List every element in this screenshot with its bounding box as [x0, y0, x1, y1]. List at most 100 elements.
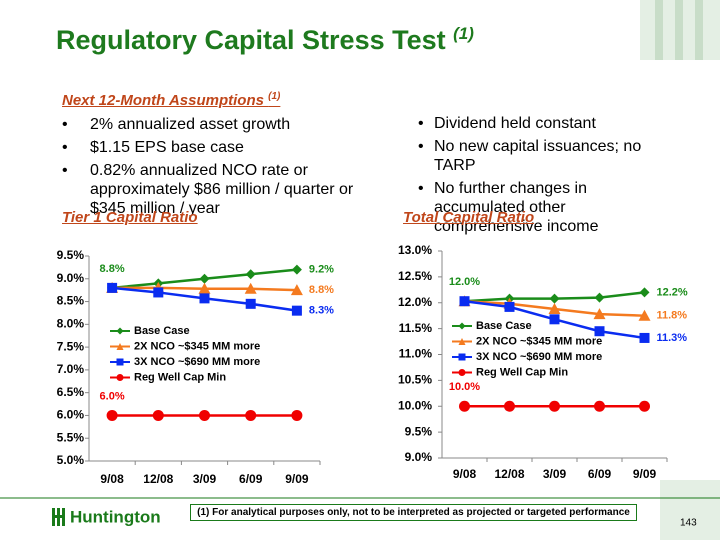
- corner-graphic: [660, 480, 720, 540]
- heading-note: (1): [268, 91, 281, 102]
- logo-icon: [52, 508, 65, 526]
- marker: [245, 269, 256, 280]
- bullet: No further changes in accumulated other …: [418, 179, 678, 236]
- y-tick-label: 9.5%: [405, 424, 433, 438]
- page-number: 143: [680, 518, 697, 529]
- bullet: 2% annualized asset growth: [62, 115, 362, 134]
- x-tick-label: 6/09: [588, 467, 612, 481]
- left-bullets: 2% annualized asset growth $1.15 EPS bas…: [62, 115, 362, 222]
- bullet: Dividend held constant: [418, 114, 678, 133]
- legend-marker: [458, 322, 466, 330]
- data-label: 8.8%: [309, 284, 334, 296]
- data-label: 8.3%: [309, 305, 334, 317]
- heading-text: Next 12-Month Assumptions: [62, 92, 269, 109]
- y-tick-label: 13.0%: [398, 243, 432, 257]
- marker: [594, 292, 605, 303]
- marker: [244, 282, 257, 294]
- legend-marker: [458, 338, 466, 345]
- stripe: [695, 0, 703, 60]
- x-tick-label: 3/09: [193, 472, 217, 486]
- data-label: 9.2%: [309, 264, 334, 276]
- x-tick-label: 9/09: [285, 472, 309, 486]
- x-tick-label: 9/09: [633, 467, 657, 481]
- legend-label: 3X NCO ~$690 MM more: [134, 356, 260, 368]
- marker: [593, 308, 606, 320]
- marker: [459, 400, 470, 412]
- y-tick-label: 10.5%: [398, 373, 432, 387]
- x-tick-label: 12/08: [494, 467, 524, 481]
- marker: [548, 302, 561, 314]
- marker: [549, 293, 560, 304]
- legend-label: 2X NCO ~$345 MM more: [476, 335, 602, 347]
- legend-label: 3X NCO ~$690 MM more: [476, 351, 602, 363]
- marker: [199, 409, 210, 421]
- x-tick-label: 6/09: [239, 472, 263, 486]
- y-tick-label: 5.5%: [57, 430, 85, 444]
- marker: [639, 287, 650, 298]
- marker: [153, 287, 164, 298]
- legend-label: Reg Well Cap Min: [134, 371, 226, 383]
- stripe: [655, 0, 663, 60]
- y-tick-label: 7.0%: [57, 362, 85, 376]
- data-label: 6.0%: [100, 390, 125, 402]
- legend-label: Base Case: [134, 325, 190, 337]
- y-tick-label: 8.5%: [57, 294, 85, 308]
- data-label: 8.8%: [100, 263, 125, 275]
- y-tick-label: 12.5%: [398, 269, 432, 283]
- x-tick-label: 9/08: [100, 472, 124, 486]
- marker: [291, 264, 302, 275]
- y-tick-label: 6.0%: [57, 408, 85, 422]
- y-tick-label: 10.0%: [398, 398, 432, 412]
- legend-marker: [116, 374, 124, 381]
- legend-marker: [116, 327, 124, 335]
- marker: [199, 273, 210, 284]
- marker: [152, 409, 164, 421]
- legend-marker: [458, 369, 466, 376]
- y-tick-label: 9.5%: [57, 248, 85, 262]
- bullet: 0.82% annualized NCO rate or approximate…: [62, 161, 362, 218]
- y-tick-label: 5.0%: [57, 453, 85, 467]
- legend-label: 2X NCO ~$345 MM more: [134, 340, 260, 352]
- footnote: (1) For analytical purposes only, not to…: [190, 504, 637, 521]
- y-tick-label: 9.0%: [405, 450, 433, 464]
- y-tick-label: 6.5%: [57, 385, 85, 399]
- slide-title: Regulatory Capital Stress Test (1): [56, 24, 474, 56]
- marker: [504, 400, 515, 412]
- marker: [459, 296, 470, 307]
- right-bullets: Dividend held constant No new capital is…: [418, 114, 678, 240]
- data-label: 11.3%: [657, 332, 688, 344]
- marker: [245, 298, 256, 309]
- data-label: 11.8%: [657, 310, 688, 322]
- legend-label: Base Case: [476, 320, 532, 332]
- y-tick-label: 8.0%: [57, 317, 85, 331]
- y-tick-label: 11.0%: [399, 347, 433, 361]
- y-tick-label: 11.5%: [399, 321, 433, 335]
- legend-label: Reg Well Cap Min: [476, 366, 568, 378]
- marker: [291, 305, 302, 316]
- x-tick-label: 12/08: [143, 472, 173, 486]
- marker: [638, 309, 651, 321]
- stripe: [675, 0, 683, 60]
- marker: [107, 282, 118, 293]
- marker: [291, 409, 303, 421]
- legend-marker: [458, 353, 466, 361]
- y-tick-label: 12.0%: [398, 295, 432, 309]
- x-tick-label: 3/09: [543, 467, 567, 481]
- marker: [639, 400, 650, 412]
- y-tick-label: 7.5%: [57, 339, 85, 353]
- legend-marker: [116, 343, 124, 350]
- marker: [245, 409, 257, 421]
- marker: [290, 284, 303, 296]
- marker: [106, 409, 118, 421]
- marker: [549, 314, 560, 325]
- bullet: $1.15 EPS base case: [62, 138, 362, 157]
- data-label: 12.0%: [449, 276, 480, 288]
- chart-title: Total Capital Ratio: [403, 209, 535, 226]
- marker: [549, 400, 560, 412]
- logo-text: Huntington: [70, 507, 161, 526]
- chart-title: Tier 1 Capital Ratio: [62, 209, 198, 226]
- data-label: 10.0%: [449, 381, 480, 393]
- title-text: Regulatory Capital Stress Test: [56, 25, 446, 55]
- marker: [504, 301, 515, 312]
